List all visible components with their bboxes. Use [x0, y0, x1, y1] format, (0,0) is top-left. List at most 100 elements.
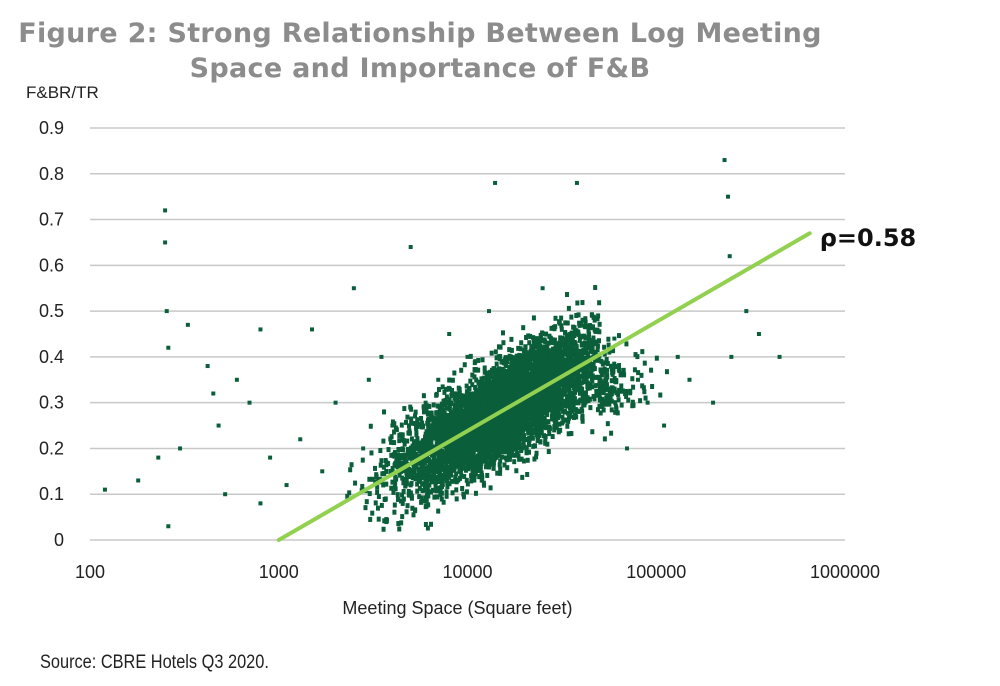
- scatter-point: [598, 384, 603, 390]
- scatter-point: [603, 360, 608, 366]
- scatter-point: [413, 439, 418, 445]
- scatter-point: [234, 377, 239, 382]
- scatter-point: [373, 500, 378, 506]
- scatter-point: [588, 373, 593, 379]
- scatter-point: [500, 330, 505, 336]
- scatter-point: [572, 333, 577, 339]
- scatter-point: [376, 493, 381, 499]
- scatter-point: [453, 447, 458, 453]
- scatter-point: [461, 494, 466, 500]
- scatter-point: [572, 400, 577, 406]
- scatter-point: [516, 436, 521, 442]
- scatter-point: [597, 321, 602, 327]
- scatter-point: [488, 446, 493, 452]
- scatter-point: [534, 336, 539, 342]
- scatter-point: [577, 376, 582, 382]
- scatter-point: [470, 405, 475, 411]
- scatter-point: [613, 364, 618, 370]
- scatter-point: [542, 354, 547, 360]
- scatter-point: [636, 370, 641, 376]
- scatter-point: [578, 358, 583, 364]
- scatter-point: [603, 386, 608, 392]
- scatter-point: [428, 442, 433, 448]
- scatter-point: [534, 353, 539, 359]
- scatter-point: [458, 475, 463, 481]
- x-tick-label: 1000000: [810, 562, 880, 582]
- scatter-point: [391, 489, 396, 495]
- x-tick-label: 10000: [442, 562, 492, 582]
- scatter-point: [381, 464, 386, 470]
- scatter-point: [414, 441, 419, 447]
- scatter-point: [570, 335, 575, 341]
- scatter-point: [523, 344, 528, 350]
- scatter-point: [380, 471, 385, 477]
- scatter-point: [498, 466, 503, 472]
- x-tick-label: 1000: [259, 562, 299, 582]
- scatter-point: [488, 434, 493, 440]
- scatter-point: [382, 518, 387, 524]
- scatter-point: [468, 378, 473, 384]
- scatter-point: [503, 362, 508, 368]
- scatter-point: [427, 417, 432, 423]
- scatter-point: [482, 445, 487, 451]
- scatter-point: [722, 158, 727, 163]
- scatter-point: [538, 360, 543, 366]
- scatter-point: [397, 526, 402, 532]
- scatter-point: [540, 331, 545, 337]
- scatter-points: [102, 158, 782, 532]
- scatter-point: [551, 366, 556, 372]
- scatter-point: [164, 309, 169, 314]
- scatter-point: [396, 446, 401, 452]
- scatter-point: [472, 411, 477, 417]
- scatter-point: [552, 337, 557, 343]
- scatter-point: [384, 462, 389, 468]
- scatter-point: [247, 400, 252, 405]
- x-tick-label: 100000: [626, 562, 686, 582]
- scatter-point: [514, 353, 519, 359]
- scatter-point: [504, 440, 509, 446]
- scatter-point: [429, 521, 434, 527]
- scatter-point: [522, 377, 527, 383]
- scatter-point: [566, 348, 571, 354]
- scatter-point: [453, 402, 458, 408]
- scatter-point: [531, 344, 536, 350]
- scatter-point: [516, 428, 521, 434]
- scatter-point: [547, 375, 552, 381]
- scatter-point: [513, 413, 518, 419]
- scatter-point: [379, 502, 384, 508]
- scatter-point: [574, 328, 579, 334]
- scatter-point: [565, 423, 570, 429]
- scatter-point: [542, 350, 547, 356]
- scatter-point: [552, 368, 557, 374]
- scatter-point: [422, 484, 427, 490]
- scatter-point: [360, 457, 365, 463]
- scatter-point: [520, 436, 525, 442]
- scatter-point: [423, 522, 428, 528]
- scatter-point: [600, 372, 605, 378]
- scatter-point: [414, 462, 419, 468]
- y-tick-label: 0.5: [39, 301, 64, 321]
- scatter-point: [568, 390, 573, 396]
- scatter-point: [529, 430, 534, 436]
- scatter-point: [579, 388, 584, 394]
- scatter-point: [517, 456, 522, 462]
- scatter-point: [544, 331, 549, 337]
- scatter-point: [361, 446, 366, 451]
- scatter-point: [554, 424, 559, 430]
- scatter-point: [508, 385, 513, 391]
- scatter-point: [472, 401, 477, 407]
- scatter-point: [547, 364, 552, 370]
- scatter-point: [538, 420, 543, 426]
- scatter-point: [565, 292, 570, 298]
- scatter-point: [493, 434, 498, 440]
- scatter-point: [588, 381, 593, 387]
- scatter-point: [478, 386, 483, 392]
- scatter-point: [582, 340, 587, 346]
- scatter-point: [640, 349, 645, 355]
- scatter-point: [510, 418, 515, 424]
- scatter-point: [545, 361, 550, 367]
- scatter-point: [480, 414, 485, 420]
- scatter-point: [432, 494, 437, 500]
- scatter-point: [602, 351, 607, 357]
- scatter-point: [389, 439, 394, 445]
